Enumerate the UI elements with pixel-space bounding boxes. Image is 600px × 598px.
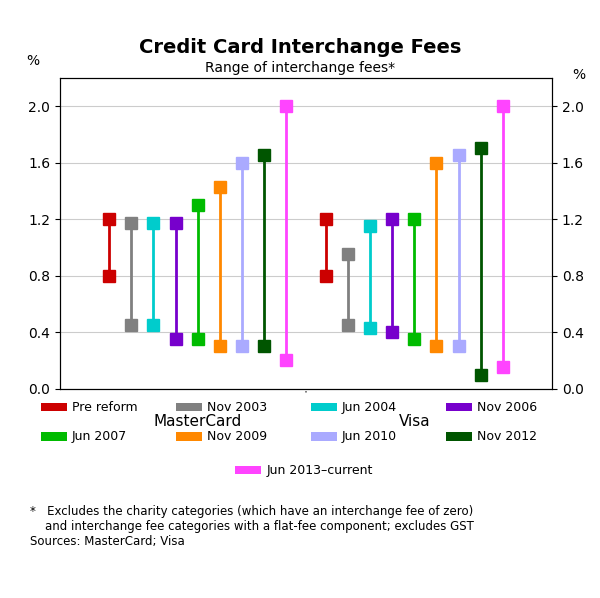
Text: Nov 2006: Nov 2006: [477, 401, 537, 414]
Text: Jun 2013–current: Jun 2013–current: [266, 463, 373, 477]
Bar: [235, 466, 261, 474]
Text: Jun 2004: Jun 2004: [342, 401, 397, 414]
Text: Nov 2012: Nov 2012: [477, 430, 537, 443]
Text: MasterCard: MasterCard: [154, 414, 242, 429]
Text: Jun 2007: Jun 2007: [72, 430, 127, 443]
Text: Range of interchange fees*: Range of interchange fees*: [205, 61, 395, 75]
Bar: [176, 403, 202, 411]
Bar: [41, 432, 67, 441]
Text: *   Excludes the charity categories (which have an interchange fee of zero)
    : * Excludes the charity categories (which…: [30, 505, 474, 548]
Bar: [446, 403, 472, 411]
Text: Credit Card Interchange Fees: Credit Card Interchange Fees: [139, 38, 461, 57]
Text: Nov 2003: Nov 2003: [207, 401, 267, 414]
Text: Jun 2010: Jun 2010: [342, 430, 397, 443]
Y-axis label: %: %: [572, 68, 586, 83]
Bar: [311, 403, 337, 411]
Text: Visa: Visa: [398, 414, 430, 429]
Bar: [446, 432, 472, 441]
Text: Pre reform: Pre reform: [72, 401, 138, 414]
Bar: [311, 432, 337, 441]
Bar: [41, 403, 67, 411]
Y-axis label: %: %: [26, 54, 40, 68]
Text: Nov 2009: Nov 2009: [207, 430, 267, 443]
Bar: [176, 432, 202, 441]
